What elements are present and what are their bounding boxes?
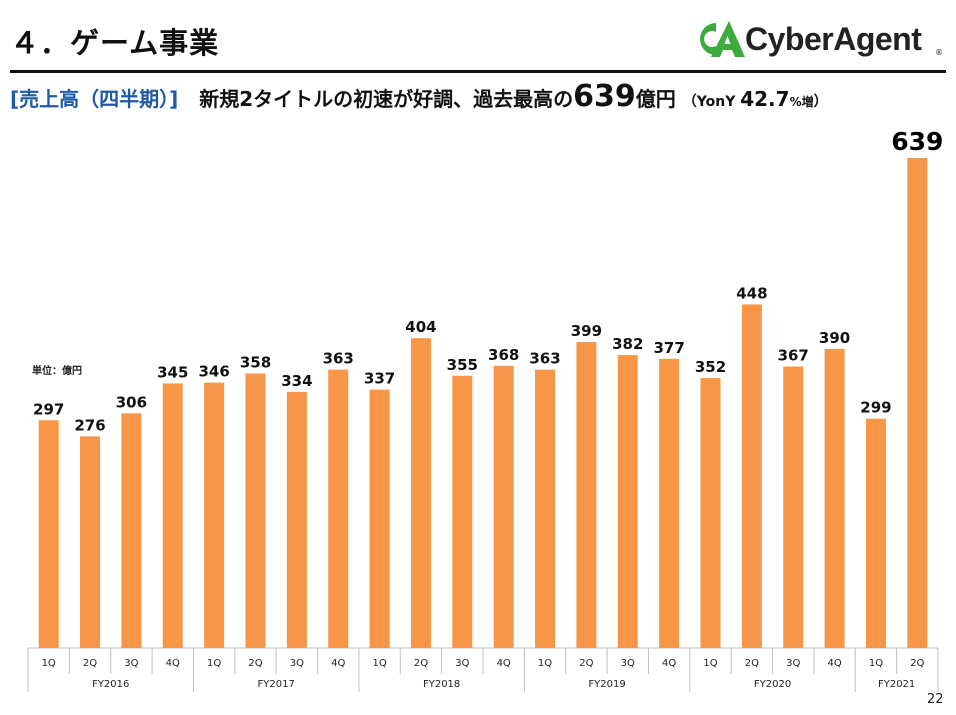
data-label: 639 bbox=[891, 127, 943, 156]
quarter-tick-label: 2Q bbox=[579, 658, 593, 669]
data-label: 367 bbox=[778, 347, 809, 365]
quarter-tick-label: 1Q bbox=[207, 658, 221, 669]
data-label: 404 bbox=[405, 318, 436, 336]
quarter-tick-label: 4Q bbox=[662, 658, 676, 669]
bar bbox=[369, 389, 390, 648]
logo-text: CyberAgent bbox=[745, 21, 922, 57]
data-label: 355 bbox=[447, 356, 478, 374]
section-title: ４．ゲーム事業 bbox=[10, 26, 220, 60]
headline-value-unit: 億円 bbox=[635, 87, 676, 111]
bar bbox=[783, 366, 804, 648]
data-label: 448 bbox=[736, 284, 767, 302]
bar bbox=[907, 158, 928, 648]
data-label: 390 bbox=[819, 329, 850, 347]
quarter-tick-label: 2Q bbox=[910, 658, 924, 669]
cyberagent-logo: CyberAgent ® bbox=[689, 17, 949, 61]
quarter-tick-label: 2Q bbox=[745, 658, 759, 669]
quarter-tick-label: 3Q bbox=[455, 658, 469, 669]
bar bbox=[204, 382, 225, 648]
data-label: 334 bbox=[281, 372, 312, 390]
fiscal-year-label: FY2019 bbox=[588, 679, 625, 690]
quarter-tick-label: 3Q bbox=[124, 658, 138, 669]
bar bbox=[162, 383, 183, 648]
bar bbox=[80, 436, 101, 648]
fiscal-year-label: FY2021 bbox=[878, 679, 915, 690]
headline-close-bracket: ] bbox=[169, 87, 179, 111]
bar bbox=[865, 418, 886, 648]
quarter-tick-label: 2Q bbox=[83, 658, 97, 669]
quarter-tick-label: 3Q bbox=[290, 658, 304, 669]
data-label: 299 bbox=[860, 399, 891, 417]
headline-paren-close: ） bbox=[813, 94, 828, 110]
quarter-tick-label: 2Q bbox=[414, 658, 428, 669]
data-label: 382 bbox=[612, 335, 643, 353]
bar bbox=[741, 304, 762, 648]
bar bbox=[535, 369, 556, 648]
data-label: 276 bbox=[74, 416, 105, 434]
bar bbox=[121, 413, 142, 648]
bar bbox=[38, 420, 59, 648]
bar bbox=[493, 365, 514, 648]
headline-value: 639 bbox=[573, 79, 636, 114]
data-label: 363 bbox=[529, 350, 560, 368]
quarter-tick-label: 3Q bbox=[621, 658, 635, 669]
quarter-tick-label: 1Q bbox=[538, 658, 552, 669]
data-label: 297 bbox=[33, 400, 64, 418]
bar bbox=[617, 355, 638, 648]
quarter-tick-label: 1Q bbox=[703, 658, 717, 669]
bar bbox=[824, 348, 845, 648]
bar bbox=[286, 391, 307, 648]
ca-logo-icon bbox=[700, 21, 745, 57]
data-label: 358 bbox=[240, 353, 271, 371]
quarter-tick-label: 3Q bbox=[786, 658, 800, 669]
data-label: 352 bbox=[695, 358, 726, 376]
data-label: 306 bbox=[116, 393, 147, 411]
data-label: 346 bbox=[198, 363, 229, 381]
quarter-tick-label: 4Q bbox=[331, 658, 345, 669]
unit-label: 単位：億円 bbox=[32, 366, 82, 377]
headline-growth: 42.7 bbox=[740, 87, 790, 111]
quarter-tick-label: 4Q bbox=[497, 658, 511, 669]
data-label: 368 bbox=[488, 346, 519, 364]
bar bbox=[452, 375, 473, 648]
bar bbox=[410, 338, 431, 648]
headline-paren-open: （YonY bbox=[682, 94, 741, 110]
headline: [売上高（四半期）] 新規2タイトルの初速が好調、過去最高の639億円 （Yon… bbox=[10, 80, 950, 119]
data-label: 399 bbox=[571, 322, 602, 340]
headline-growth-unit: %増 bbox=[789, 95, 814, 109]
data-label: 337 bbox=[364, 370, 395, 388]
bar bbox=[245, 373, 266, 648]
page-number: 22 bbox=[927, 692, 944, 707]
headline-open-bracket: [ bbox=[10, 87, 20, 111]
bar bbox=[576, 342, 597, 648]
bar bbox=[659, 358, 680, 648]
bar bbox=[328, 369, 349, 648]
fiscal-year-label: FY2016 bbox=[92, 679, 129, 690]
quarter-tick-label: 4Q bbox=[827, 658, 841, 669]
quarter-tick-label: 1Q bbox=[372, 658, 386, 669]
data-label: 345 bbox=[157, 363, 188, 381]
fiscal-year-label: FY2020 bbox=[754, 679, 791, 690]
quarter-tick-label: 1Q bbox=[42, 658, 56, 669]
fiscal-year-label: FY2018 bbox=[423, 679, 460, 690]
data-label: 377 bbox=[653, 339, 684, 357]
quarter-tick-label: 1Q bbox=[869, 658, 883, 669]
fiscal-year-label: FY2017 bbox=[258, 679, 295, 690]
data-label: 363 bbox=[323, 350, 354, 368]
quarter-tick-label: 2Q bbox=[248, 658, 262, 669]
logo-registered-mark: ® bbox=[935, 48, 943, 57]
bar bbox=[700, 378, 721, 648]
quarter-tick-label: 4Q bbox=[166, 658, 180, 669]
headline-text: 新規2タイトルの初速が好調、過去最高の bbox=[199, 87, 574, 111]
headline-label: 売上高（四半期） bbox=[19, 87, 170, 111]
header-rule bbox=[10, 70, 946, 73]
